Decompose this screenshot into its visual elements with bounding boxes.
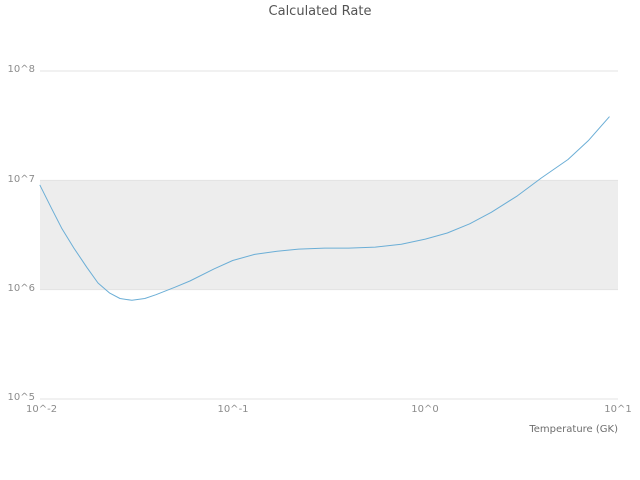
y-tick-1e5: 10^5 xyxy=(7,392,35,403)
y-tick-1e6: 10^6 xyxy=(7,283,35,294)
chart-title: Calculated Rate xyxy=(268,4,372,19)
x-tick-1e1: 10^1 xyxy=(604,404,632,415)
y-tick-1e8: 10^8 xyxy=(7,64,35,75)
x-tick-1e-1: 10^-1 xyxy=(217,404,249,415)
x-tick-1e-2: 10^-2 xyxy=(26,404,58,415)
x-axis-label: Temperature (GK) xyxy=(529,424,618,435)
x-tick-1e0: 10^0 xyxy=(411,404,439,415)
y-tick-1e7: 10^7 xyxy=(7,174,35,185)
